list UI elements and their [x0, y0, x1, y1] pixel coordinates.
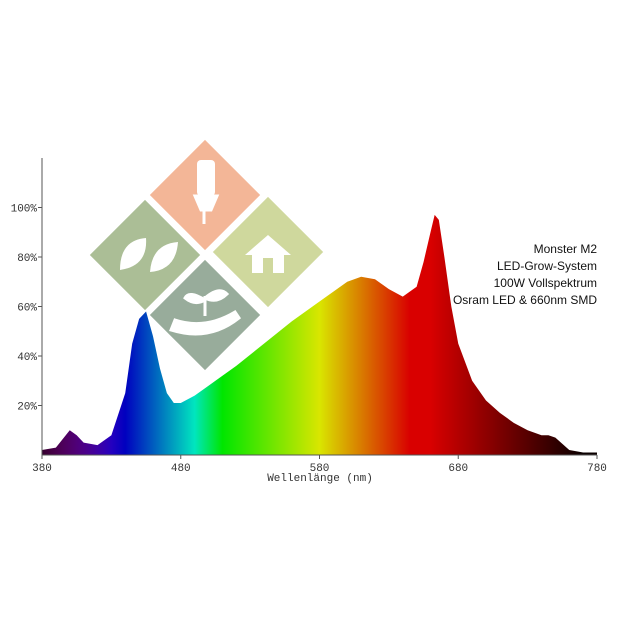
x-tick-label: 580 — [310, 463, 330, 475]
icon-bulb-base — [192, 194, 220, 224]
icon-house — [245, 235, 291, 273]
annotation: Osram LED & 660nm SMD — [453, 293, 597, 307]
annotation: 100W Vollspektrum — [494, 276, 597, 290]
x-tick-label: 380 — [32, 463, 52, 475]
x-tick-label: 780 — [587, 463, 607, 475]
x-tick-label: 680 — [448, 463, 468, 475]
icon-bulb — [197, 160, 215, 196]
y-tick-label: 80% — [17, 253, 37, 265]
y-tick-label: 20% — [17, 402, 37, 414]
icon-leaves — [120, 238, 178, 272]
x-tick-label: 480 — [171, 463, 191, 475]
x-axis-label: Wellenlänge (nm) — [267, 473, 373, 485]
y-tick-label: 60% — [17, 303, 37, 315]
y-tick-label: 40% — [17, 352, 37, 364]
spectrum-area — [42, 214, 597, 455]
y-tick-label: 100% — [11, 204, 38, 216]
annotation: LED-Grow-System — [497, 259, 597, 273]
icon-door — [263, 258, 273, 273]
annotation: Monster M2 — [534, 242, 598, 256]
plot-area: 20% 40% 60% 80% 100% 380 480 580 680 780 — [11, 158, 607, 475]
icon-hand-plant — [169, 289, 242, 336]
